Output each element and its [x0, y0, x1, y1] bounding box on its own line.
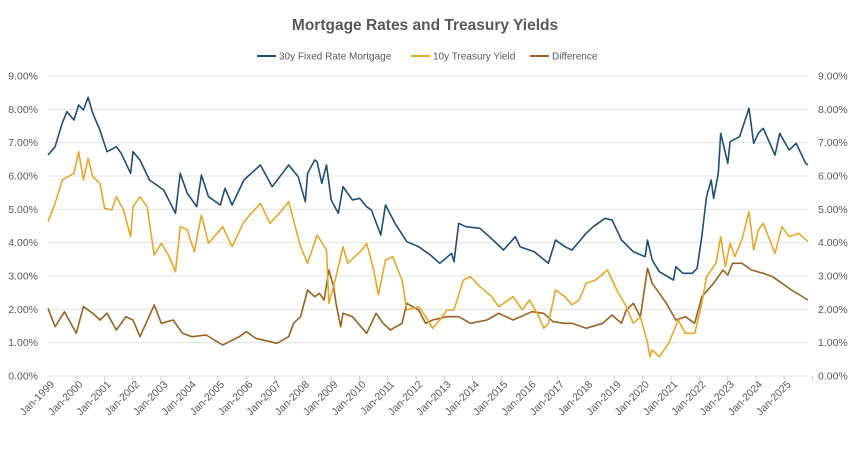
y-tick-label-right: 3.00% [818, 271, 848, 283]
y-tick-label-left: 0.00% [8, 371, 38, 383]
difference-line [47, 262, 809, 346]
y-tick-label-right: 8.00% [818, 104, 848, 116]
y-tick-label-left: 3.00% [8, 271, 38, 283]
legend-item-difference: Difference [530, 52, 598, 63]
chart-title: Mortgage Rates and Treasury Yields [292, 17, 558, 34]
legend: 30y Fixed Rate Mortgage 10y Treasury Yie… [257, 52, 598, 63]
gridlines [48, 75, 808, 377]
y-axis-right: 0.00% 1.00% 2.00% 3.00% 4.00% 5.00% 6.00% 7.00%… [818, 71, 848, 383]
y-tick-label-right: 0.00% [818, 371, 848, 383]
legend-item-treasury: 10y Treasury Yield [411, 52, 515, 63]
treasury-yield-line [47, 150, 809, 358]
legend-label-mortgage: 30y Fixed Rate Mortgage [279, 52, 392, 63]
y-tick-label-left: 2.00% [8, 304, 38, 316]
y-tick-label-right: 1.00% [818, 337, 848, 349]
y-tick-label-right: 4.00% [818, 237, 848, 249]
legend-label-treasury: 10y Treasury Yield [433, 52, 515, 63]
y-tick-label-right: 6.00% [818, 171, 848, 183]
y-axis-left: 0.00% 1.00% 2.00% 3.00% 4.00% 5.00% 6.00% 7.00%… [8, 71, 38, 383]
y-tick-label-right: 7.00% [818, 137, 848, 149]
y-tick-label-left: 6.00% [8, 171, 38, 183]
x-axis: Jan-1999Jan-2000Jan-2001Jan-2002Jan-2003… [18, 376, 814, 418]
y-tick-label-left: 8.00% [8, 104, 38, 116]
y-tick-label-right: 5.00% [818, 204, 848, 216]
y-tick-label-left: 7.00% [8, 137, 38, 149]
y-tick-label-left: 1.00% [8, 337, 38, 349]
y-tick-label-left: 9.00% [8, 71, 38, 83]
legend-item-mortgage: 30y Fixed Rate Mortgage [257, 52, 392, 63]
legend-label-difference: Difference [552, 52, 598, 63]
y-tick-label-left: 4.00% [8, 237, 38, 249]
y-tick-label-right: 2.00% [818, 304, 848, 316]
y-tick-label-right: 9.00% [818, 71, 848, 83]
series-lines [47, 96, 809, 358]
y-tick-label-left: 5.00% [8, 204, 38, 216]
mortgage-rate-line [47, 96, 809, 281]
